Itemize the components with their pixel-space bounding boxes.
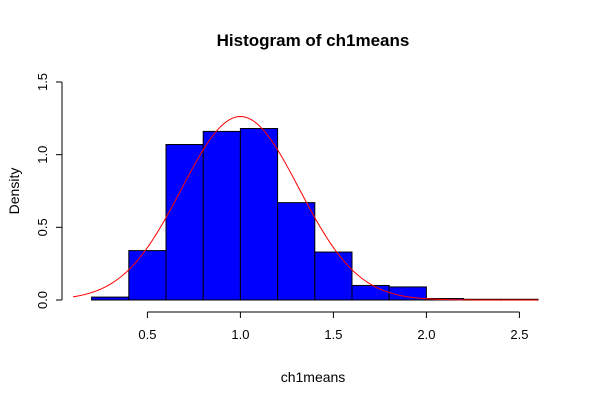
y-axis-label: Density <box>6 168 22 215</box>
density-curve <box>72 116 538 301</box>
histogram-bar <box>128 250 167 301</box>
x-tick-label: 0.5 <box>138 327 156 342</box>
histogram-bar <box>165 143 204 301</box>
y-tick-label: 1.0 <box>35 146 50 164</box>
x-axis: 0.5 1.0 1.5 2.0 2.5 <box>138 311 528 342</box>
x-tick-label: 2.5 <box>510 327 528 342</box>
x-tick-label: 1.5 <box>324 327 342 342</box>
x-tick-label: 2.0 <box>417 327 435 342</box>
y-tick-label: 0.5 <box>35 218 50 236</box>
histogram-bar <box>314 251 353 301</box>
histogram-bar <box>202 130 241 301</box>
histogram-bar <box>277 202 316 301</box>
histogram-bars <box>91 128 539 301</box>
y-tick-label: 0.0 <box>35 291 50 309</box>
histogram-bar <box>351 284 390 301</box>
histogram-bar <box>388 286 427 301</box>
density-curve-layer <box>72 116 538 301</box>
histogram-bar <box>239 128 279 301</box>
y-tick-label: 1.5 <box>35 73 50 91</box>
chart-title: Histogram of ch1means <box>217 31 410 50</box>
y-axis: 0.0 0.5 1.0 1.5 <box>35 73 63 309</box>
x-tick-label: 1.0 <box>231 327 249 342</box>
x-axis-label: ch1means <box>281 369 346 385</box>
histogram-bar <box>91 296 130 301</box>
